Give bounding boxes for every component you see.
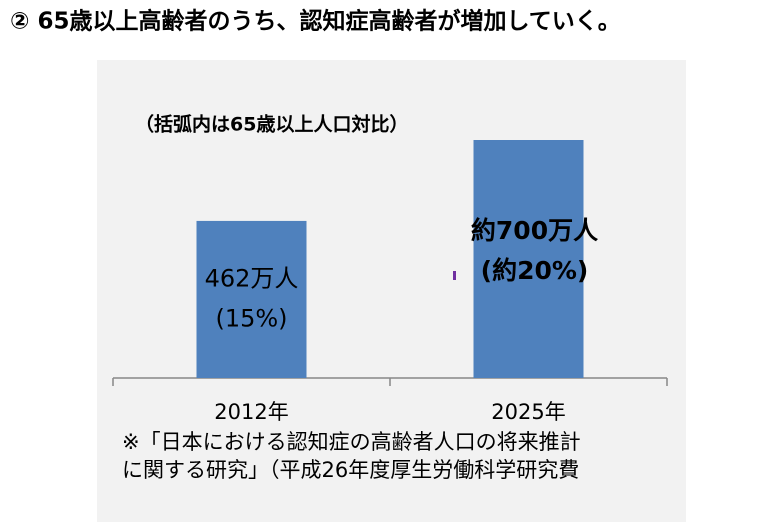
data-label: (約20%) [481,256,589,285]
bar [196,220,307,378]
footnote: ※「日本における認知症の高齢者人口の将来推計 [122,430,581,454]
chart-title: ② 65歳以上高齢者のうち、認知症高齢者が増加していく。 [10,8,621,35]
data-label: 462万人 [205,264,299,292]
x-tick-label: 2012年 [214,400,288,424]
chart-panel [97,60,686,522]
footnote: に関する研究」（平成26年度厚生労働科学研究費 [122,458,579,482]
data-label: (15%) [215,304,287,332]
x-tick-label: 2025年 [491,400,565,424]
bar [473,140,584,378]
annotation: （括弧内は65歳以上人口対比） [135,113,408,136]
data-label: 約700万人 [471,216,598,245]
decoration [453,271,456,280]
